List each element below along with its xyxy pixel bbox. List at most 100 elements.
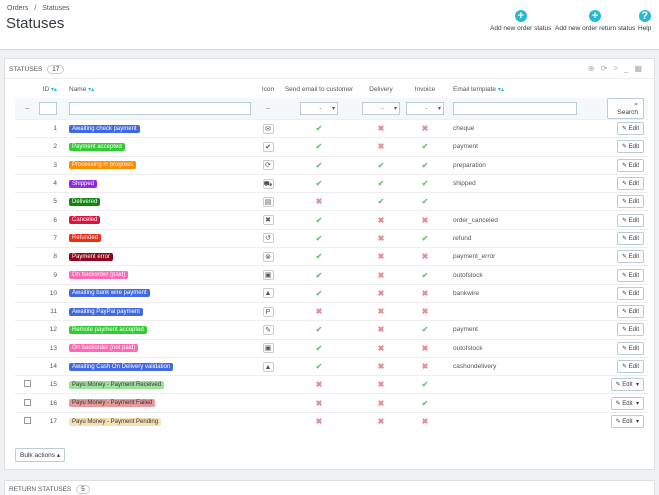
export-icon[interactable]: ▦ — [634, 64, 648, 73]
refresh-icon[interactable]: ⟳ — [600, 64, 614, 73]
edit-button[interactable]: ✎ Edit — [616, 213, 644, 227]
col-id[interactable]: ID ▾▴ — [42, 86, 57, 93]
check-icon[interactable]: ✔ — [315, 343, 323, 353]
row-checkbox[interactable] — [23, 380, 31, 388]
table-row[interactable]: 10 Awaiting bank wire payment ▲ ✔ ✖ ✖ bankwire… — [15, 283, 648, 303]
table-row[interactable]: 1 Awaiting check payment ✉ ✔ ✖ ✖ cheque ✎ Edit — [15, 118, 648, 138]
edit-button[interactable]: ✎ Edit ▾ — [610, 396, 644, 410]
check-icon[interactable]: ✔ — [315, 252, 323, 262]
check-icon[interactable]: ✔ — [421, 270, 429, 280]
edit-button[interactable]: ✎ Edit — [616, 323, 644, 337]
table-row[interactable]: 7 Refunded ↺ ✔ ✖ ✔ refund ✎ Edit — [15, 228, 648, 248]
col-name[interactable]: Name ▾▴ — [69, 86, 95, 93]
cross-icon[interactable]: ✖ — [315, 398, 323, 408]
search-button[interactable]: ⌕ Search — [607, 98, 644, 119]
edit-button[interactable]: ✎ Edit ▾ — [610, 378, 644, 392]
sql-icon[interactable]: >_ — [613, 64, 635, 73]
check-icon[interactable]: ✔ — [377, 160, 385, 170]
sort-icon[interactable]: ▾▴ — [497, 87, 504, 93]
cross-icon[interactable]: ✖ — [421, 362, 429, 371]
caret-down-icon[interactable]: ▾ — [634, 382, 639, 389]
check-icon[interactable]: ✔ — [315, 124, 323, 134]
table-row[interactable]: 9 On backorder (paid) ▣ ✔ ✖ ✔ outofstock ✎ Edit — [15, 265, 648, 285]
cross-icon[interactable]: ✖ — [421, 215, 429, 225]
check-icon[interactable]: ✔ — [421, 325, 429, 335]
cross-icon[interactable]: ✖ — [377, 215, 385, 225]
table-row[interactable]: 4 Shipped ⛟ ✔ ✔ ✔ shipped ✎ Edit — [15, 173, 648, 193]
edit-button[interactable]: ✎ Edit — [616, 360, 644, 373]
check-icon[interactable]: ✔ — [315, 362, 323, 371]
table-row[interactable]: 15 Payu Money - Payment Received ✖ ✖ ✔ ✎ Edit… — [15, 375, 648, 394]
filter-id-input[interactable] — [39, 102, 57, 115]
cross-icon[interactable]: ✖ — [377, 252, 385, 262]
cross-icon[interactable]: ✖ — [315, 307, 323, 317]
check-icon[interactable]: ✔ — [315, 233, 323, 243]
cross-icon[interactable]: ✖ — [377, 307, 385, 317]
check-icon[interactable]: ✔ — [315, 142, 323, 152]
cross-icon[interactable]: ✖ — [421, 417, 429, 427]
cross-icon[interactable]: ✖ — [377, 325, 385, 335]
caret-down-icon[interactable]: ▾ — [634, 400, 639, 407]
sort-icon[interactable]: ▾▴ — [88, 87, 95, 93]
filter-send-select[interactable]: - — [300, 102, 338, 115]
edit-button[interactable]: ✎ Edit — [616, 305, 644, 319]
filter-name-input[interactable] — [69, 102, 251, 115]
table-row[interactable]: 13 On backorder (not paid) ▣ ✔ ✖ ✖ outofstock ✎… — [15, 338, 648, 358]
cross-icon[interactable]: ✖ — [315, 380, 323, 390]
edit-button[interactable]: ✎ Edit — [616, 140, 644, 154]
row-checkbox[interactable] — [23, 398, 31, 406]
table-row[interactable]: 14 Awaiting Cash On Delivery validation ▲ ✔… — [15, 356, 648, 376]
edit-button[interactable]: ✎ Edit — [616, 122, 644, 136]
bulk-actions-button[interactable]: Bulk actions ▴ — [15, 448, 66, 462]
check-icon[interactable]: ✔ — [315, 288, 323, 298]
add-order-status-button[interactable]: + Add new order status — [490, 10, 551, 32]
cross-icon[interactable]: ✖ — [377, 233, 385, 243]
check-icon[interactable]: ✔ — [315, 179, 323, 189]
check-icon[interactable]: ✔ — [421, 398, 429, 408]
sort-icon[interactable]: ▾▴ — [50, 87, 57, 93]
filter-delivery-select[interactable]: - — [362, 102, 400, 115]
edit-button[interactable]: ✎ Edit — [616, 158, 644, 172]
cross-icon[interactable]: ✖ — [377, 380, 385, 390]
col-email-template[interactable]: Email template ▾▴ — [453, 86, 504, 93]
check-icon[interactable]: ✔ — [421, 197, 429, 207]
check-icon[interactable]: ✔ — [377, 197, 385, 207]
check-icon[interactable]: ✔ — [315, 270, 323, 280]
cross-icon[interactable]: ✖ — [421, 124, 429, 134]
cross-icon[interactable]: ✖ — [377, 343, 385, 353]
cross-icon[interactable]: ✖ — [377, 398, 385, 408]
edit-button[interactable]: ✎ Edit ▾ — [610, 415, 644, 429]
edit-button[interactable]: ✎ Edit — [616, 268, 644, 282]
table-row[interactable]: 8 Payment error ⊗ ✔ ✖ ✖ payment_error ✎ Edit — [15, 247, 648, 266]
cross-icon[interactable]: ✖ — [377, 142, 385, 152]
caret-down-icon[interactable]: ▾ — [634, 419, 639, 426]
cross-icon[interactable]: ✖ — [377, 124, 385, 134]
table-row[interactable]: 3 Processing in progress ⟳ ✔ ✔ ✔ preparation ✎ … — [15, 155, 648, 175]
filter-template-input[interactable] — [453, 102, 577, 115]
edit-button[interactable]: ✎ Edit — [616, 341, 644, 355]
cross-icon[interactable]: ✖ — [421, 252, 429, 262]
table-row[interactable]: 6 Canceled ✖ ✔ ✖ ✖ order_canceled ✎ Edit — [15, 210, 648, 230]
row-checkbox[interactable] — [23, 417, 31, 425]
cross-icon[interactable]: ✖ — [421, 343, 429, 353]
edit-button[interactable]: ✎ Edit — [616, 231, 644, 245]
check-icon[interactable]: ✔ — [315, 325, 323, 335]
table-row[interactable]: 12 Remote payment accepted ✎ ✔ ✖ ✔ payment ✎ Ed… — [15, 320, 648, 340]
table-row[interactable]: 2 Payment accepted ✔ ✔ ✖ ✔ payment ✎ Edit — [15, 137, 648, 157]
cross-icon[interactable]: ✖ — [377, 270, 385, 280]
cross-icon[interactable]: ✖ — [315, 417, 323, 427]
check-icon[interactable]: ✔ — [315, 160, 323, 170]
cross-icon[interactable]: ✖ — [315, 197, 323, 207]
check-icon[interactable]: ✔ — [421, 380, 429, 390]
check-icon[interactable]: ✔ — [421, 233, 429, 243]
edit-button[interactable]: ✎ Edit — [616, 286, 644, 300]
edit-button[interactable]: ✎ Edit — [616, 250, 644, 264]
table-row[interactable]: 17 Payu Money - Payment Pending ✖ ✖ ✖ ✎ Edit … — [15, 411, 648, 431]
cross-icon[interactable]: ✖ — [377, 288, 385, 298]
cross-icon[interactable]: ✖ — [377, 417, 385, 427]
add-return-status-button[interactable]: + Add new order return status — [555, 10, 635, 32]
help-button[interactable]: ? Help — [638, 10, 651, 32]
check-icon[interactable]: ✔ — [421, 179, 429, 189]
filter-invoice-select[interactable]: - — [406, 102, 444, 115]
check-icon[interactable]: ✔ — [421, 142, 429, 152]
